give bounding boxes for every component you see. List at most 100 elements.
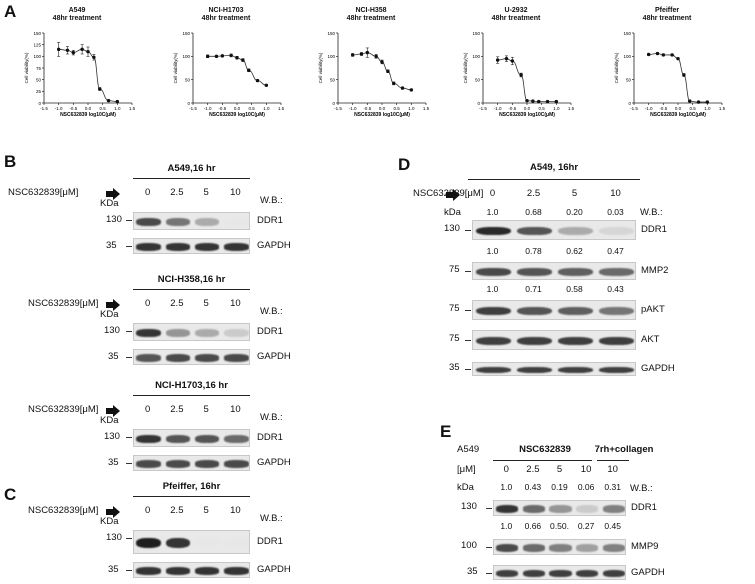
chart-title-line: 48hr treatment [346, 15, 396, 22]
wb-label: W.B.: [640, 207, 663, 218]
title-underline [133, 289, 250, 290]
y-axis-label: Cell viability(%) [614, 52, 619, 83]
blot-band [165, 460, 191, 468]
blot-band [549, 505, 572, 513]
y-tick-label: 50 [475, 77, 481, 82]
blot-band [194, 537, 220, 549]
data-point [106, 98, 111, 103]
quant-value: 0.19 [551, 482, 568, 492]
blot-band [476, 336, 511, 346]
x-tick-label: 1.0 [408, 106, 415, 111]
y-tick-label: 0 [187, 101, 190, 106]
dose-label: 10 [230, 298, 241, 309]
mw-tick [486, 572, 492, 574]
blot-band [496, 544, 519, 552]
y-tick-label: 100 [327, 54, 335, 59]
y-tick-label: 100 [182, 54, 190, 59]
protein-label: MMP2 [641, 265, 669, 276]
x-tick-label: 0.0 [675, 106, 682, 111]
dose-label: 2.5 [170, 298, 184, 309]
dose-label: 10 [580, 464, 592, 475]
x-tick-label: -0.5 [659, 106, 667, 111]
protein-label: MMP9 [631, 541, 659, 552]
blot-band [496, 570, 519, 577]
x-tick-label: -0.5 [363, 106, 371, 111]
blot-band [522, 570, 546, 577]
chart-title-line: 48hr treatment [491, 15, 541, 22]
y-tick-label: 75 [36, 66, 42, 71]
mw-label: 75 [449, 303, 460, 314]
quant-value: 0.06 [577, 482, 595, 492]
blot-band [496, 505, 519, 513]
x-tick-label: -1.0 [494, 106, 502, 111]
quant-value: 0.31 [604, 482, 621, 492]
x-tick-label: -1.0 [55, 106, 63, 111]
dose-label: 2.5 [170, 187, 184, 198]
blot-band [575, 505, 599, 513]
blot-band [165, 567, 191, 575]
y-tick-label: 150 [182, 31, 190, 36]
quant-value: 1.0 [486, 207, 499, 217]
dose-label: 0 [144, 505, 151, 516]
blot-band [136, 329, 161, 337]
data-point [71, 50, 76, 55]
data-point [531, 99, 535, 103]
data-point [537, 99, 541, 104]
protein-label: GAPDH [257, 351, 291, 362]
blot-title: NCI-H1703,16 hr [155, 380, 228, 391]
data-point [510, 59, 515, 63]
x-tick-label: 0.0 [85, 106, 92, 111]
wb-label: W.B.: [630, 483, 653, 494]
y-tick-label: 50 [36, 77, 42, 82]
quant-value: 0.43 [524, 482, 542, 492]
blot-strip [493, 500, 626, 516]
blot-band [224, 567, 249, 575]
protein-label: DDR1 [257, 536, 283, 547]
data-point [92, 55, 96, 59]
x-tick-label: 1.5 [719, 106, 726, 111]
data-point [229, 53, 233, 58]
dose-response-chart: 0 50 100 150 -1.5 -1.0 -0.5 0.0 0.5 1.0 1.5 NSC6328… [614, 31, 726, 118]
data-point [661, 53, 666, 57]
y-tick-label: 100 [33, 54, 41, 59]
blot-band [136, 243, 161, 251]
dose-label: 5 [203, 505, 209, 516]
y-tick-label: 0 [332, 101, 335, 106]
blot-band [602, 544, 625, 552]
blot-band [165, 435, 191, 443]
data-point [241, 58, 245, 62]
data-point [374, 54, 378, 59]
blot-band [575, 570, 599, 577]
blot-band [194, 218, 220, 226]
chart-title-line: U-2932 [504, 7, 528, 14]
data-point [392, 81, 396, 86]
data-point [670, 53, 674, 57]
x-tick-label: -1.5 [334, 106, 342, 111]
dose-label: 5 [203, 187, 209, 198]
data-point [682, 73, 686, 77]
treatment-label: NSC632839[μM] [8, 187, 79, 198]
data-point [365, 50, 370, 55]
mw-tick [126, 437, 132, 438]
data-point [655, 51, 660, 56]
fit-curve [58, 48, 118, 102]
wb-label: W.B.: [260, 412, 283, 423]
quant-value: 1.0 [500, 482, 513, 492]
blot-band [224, 354, 249, 362]
treatment-label: NSC632839[μM] [28, 404, 99, 415]
data-point [359, 52, 364, 56]
panel-letter-c: C [4, 485, 17, 504]
blot-band [165, 218, 191, 226]
chart-title-line: A549 [68, 7, 86, 14]
blot-strip [472, 362, 636, 376]
blot-band [165, 537, 191, 549]
ddr1-blot [133, 429, 250, 447]
blot-band [194, 243, 220, 251]
data-point [545, 99, 550, 104]
quant-value: 0.45 [604, 521, 621, 531]
blot-band [599, 336, 634, 346]
protein-label: GAPDH [631, 567, 665, 578]
quant-value: 0.68 [525, 207, 542, 217]
gapdh-blot [133, 455, 250, 471]
y-tick-label: 100 [472, 54, 480, 59]
